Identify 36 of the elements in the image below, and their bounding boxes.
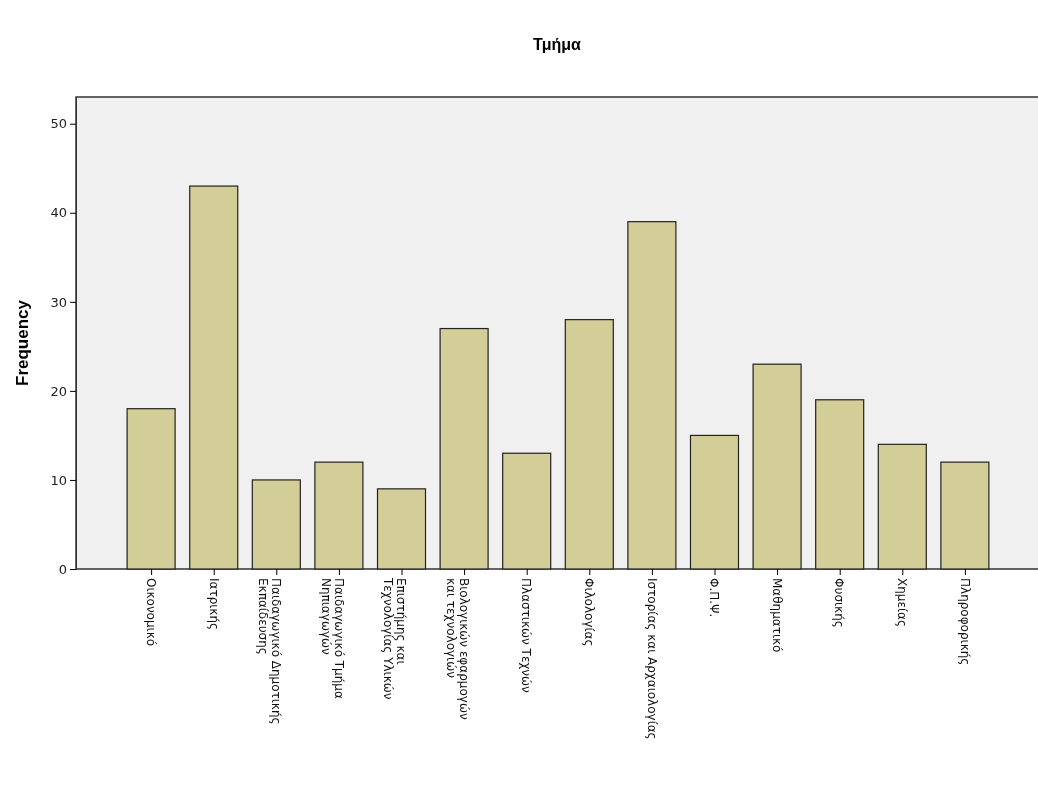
y-tick-label: 30: [50, 294, 67, 310]
x-tick-label: Ιστορίας και Αρχαιολογίας: [644, 578, 659, 740]
y-tick-label: 50: [50, 116, 67, 132]
bar: [627, 221, 677, 570]
bar: [752, 363, 802, 570]
x-tick-label: Ιατρικής: [206, 578, 221, 631]
bar: [689, 434, 740, 570]
x-tick-label: Φυσικής: [832, 578, 847, 628]
x-tick-label: Πληροφορικής: [957, 578, 972, 666]
bar: [439, 327, 489, 570]
y-tick-label: 10: [50, 472, 67, 488]
y-tick-label: 20: [50, 383, 67, 399]
x-tick-label: Μαθηματικό: [769, 578, 784, 653]
x-tick-label: Χημείας: [895, 578, 910, 627]
bar: [314, 461, 364, 570]
x-tick-label: Οικονομικό: [143, 578, 158, 647]
bar: [126, 408, 176, 570]
x-tick-label: Πλαστικών Τεχνών: [519, 578, 534, 694]
bar: [564, 319, 614, 570]
x-tick-label: Παιδαγωγικό Δημοτικής Εκπαίδευσης: [255, 578, 284, 725]
bar: [877, 443, 927, 570]
y-tick-label: 40: [50, 205, 67, 221]
x-tick-label: Φιλολογίας: [582, 578, 597, 647]
bar: [376, 488, 427, 570]
bar: [189, 185, 239, 570]
chart-title: Τμήμα: [533, 36, 582, 53]
x-tick-label: Παιδαγωγικό Τμήμα Νηπιαγωγών: [318, 578, 346, 699]
y-axis-title: Frequency: [13, 299, 32, 386]
bar: [940, 461, 990, 570]
bar: [815, 399, 865, 570]
x-tick-label: Βιολογικών εφαρμογών και τεχνολογιών: [443, 578, 471, 720]
bar: [251, 479, 301, 570]
y-tick-label: 0: [58, 561, 67, 577]
x-tick-label: Φ.Π.Ψ.: [707, 578, 722, 618]
x-tick-label: Επιστήμης και Τεχνολογίας Υλικών: [381, 577, 409, 700]
bar: [502, 452, 552, 570]
